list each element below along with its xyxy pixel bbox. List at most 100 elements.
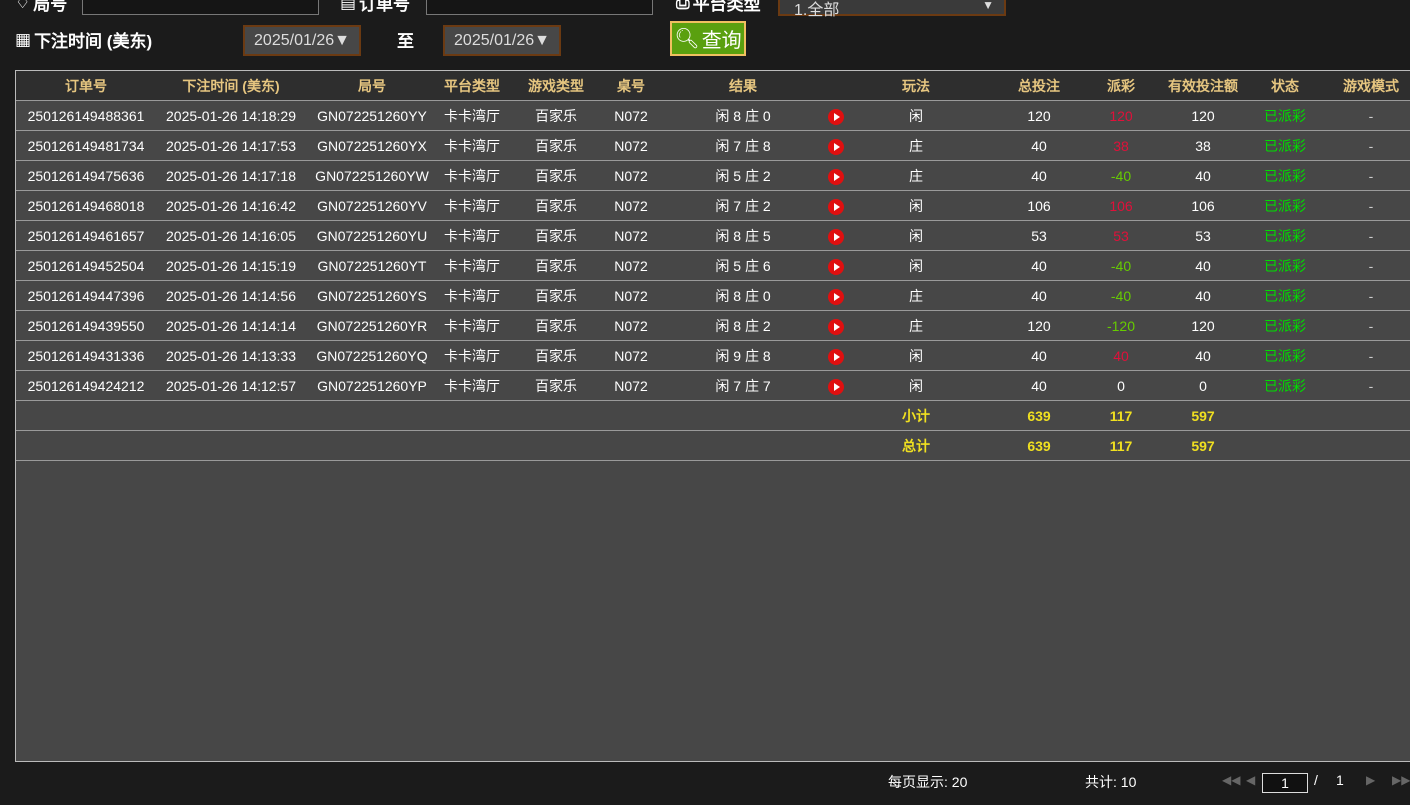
cell-order-no: 250126149488361 bbox=[27, 108, 145, 124]
cell-table-no: N072 bbox=[614, 378, 648, 394]
round-input[interactable] bbox=[82, 0, 319, 15]
cell-bet-type: 闲 bbox=[909, 258, 923, 274]
table-row: 250126149447396 2025-01-26 14:14:56 GN0722… bbox=[16, 281, 1410, 311]
table-row: 250126149481734 2025-01-26 14:17:53 GN0722… bbox=[16, 131, 1410, 161]
play-replay-icon[interactable] bbox=[828, 221, 844, 251]
cell-platform: 卡卡湾厅 bbox=[444, 318, 500, 334]
last-page-icon[interactable]: ▶▶ bbox=[1392, 773, 1410, 787]
cell-bet-time: 2025-01-26 14:14:56 bbox=[166, 288, 296, 304]
cell-bet-time: 2025-01-26 14:15:19 bbox=[166, 258, 296, 274]
cell-game-mode: - bbox=[1368, 378, 1374, 394]
cell-bet-type: 闲 bbox=[909, 348, 923, 364]
total-payout: 117 bbox=[1109, 438, 1133, 454]
table-row: 250126149468018 2025-01-26 14:16:42 GN0722… bbox=[16, 191, 1410, 221]
time-label: ▦ 下注时间 (美东) bbox=[15, 29, 153, 52]
table-row: 250126149475636 2025-01-26 14:17:18 GN0722… bbox=[16, 161, 1410, 191]
cell-status: 已派彩 bbox=[1264, 318, 1306, 334]
cell-result: 闲 8 庄 2 bbox=[715, 318, 771, 334]
cell-bet-type: 闲 bbox=[909, 228, 923, 244]
cell-bet-time: 2025-01-26 14:18:29 bbox=[166, 108, 296, 124]
next-page-icon[interactable]: ▶ bbox=[1366, 773, 1376, 787]
cell-game-type: 百家乐 bbox=[535, 228, 577, 244]
play-replay-icon[interactable] bbox=[828, 311, 844, 341]
cell-table-no: N072 bbox=[614, 168, 648, 184]
cell-payout: -40 bbox=[1110, 288, 1132, 304]
cell-payout: 38 bbox=[1113, 138, 1129, 154]
cell-round-no: GN072251260YV bbox=[317, 198, 427, 214]
header-table-no: 桌号 bbox=[617, 78, 645, 94]
cell-status: 已派彩 bbox=[1264, 288, 1306, 304]
cell-game-type: 百家乐 bbox=[535, 258, 577, 274]
cell-valid-bet: 40 bbox=[1195, 258, 1211, 274]
cell-valid-bet: 0 bbox=[1199, 378, 1207, 394]
play-replay-icon[interactable] bbox=[828, 101, 844, 131]
cell-valid-bet: 53 bbox=[1195, 228, 1211, 244]
platform-select[interactable]: 1.全部 ▼ bbox=[778, 0, 1006, 19]
total-row: 总计 639 117 597 bbox=[16, 431, 1410, 461]
header-game-mode: 游戏模式 bbox=[1343, 78, 1399, 94]
cell-payout: -40 bbox=[1110, 258, 1132, 274]
prev-page-icon[interactable]: ◀ bbox=[1246, 773, 1256, 787]
cell-round-no: GN072251260YR bbox=[316, 318, 428, 334]
play-replay-icon[interactable] bbox=[828, 191, 844, 221]
cell-status: 已派彩 bbox=[1264, 108, 1306, 124]
header-valid-bet: 有效投注额 bbox=[1168, 78, 1238, 94]
cell-total-bet: 40 bbox=[1031, 168, 1047, 184]
cell-order-no: 250126149447396 bbox=[27, 288, 145, 304]
cell-game-mode: - bbox=[1368, 228, 1374, 244]
cell-total-bet: 120 bbox=[1027, 108, 1051, 124]
play-replay-icon[interactable] bbox=[828, 161, 844, 191]
play-replay-icon[interactable] bbox=[828, 281, 844, 311]
cell-game-mode: - bbox=[1368, 318, 1374, 334]
cell-table-no: N072 bbox=[614, 318, 648, 334]
cell-platform: 卡卡湾厅 bbox=[444, 258, 500, 274]
cell-result: 闲 8 庄 5 bbox=[715, 228, 771, 244]
record-count: 共计: 10 bbox=[1085, 774, 1137, 790]
bet-records-table: 订单号 下注时间 (美东) 局号 平台类型 游戏类型 桌号 结果 玩法 总投注 派彩 有效投注额 状态… bbox=[15, 70, 1410, 762]
cell-order-no: 250126149439550 bbox=[27, 318, 145, 334]
cell-result: 闲 8 庄 0 bbox=[715, 288, 771, 304]
cell-bet-time: 2025-01-26 14:17:53 bbox=[166, 138, 296, 154]
cell-total-bet: 120 bbox=[1027, 318, 1051, 334]
play-replay-icon[interactable] bbox=[828, 371, 844, 401]
table-row: 250126149439550 2025-01-26 14:14:14 GN0722… bbox=[16, 311, 1410, 341]
first-page-icon[interactable]: ◀◀ bbox=[1222, 773, 1241, 787]
cell-platform: 卡卡湾厅 bbox=[444, 228, 500, 244]
page-separator: / bbox=[1314, 772, 1318, 788]
cell-status: 已派彩 bbox=[1264, 168, 1306, 184]
play-replay-icon[interactable] bbox=[828, 251, 844, 281]
table-row: 250126149488361 2025-01-26 14:18:29 GN0722… bbox=[16, 101, 1410, 131]
play-replay-icon[interactable] bbox=[828, 341, 844, 371]
calendar-icon: ▦ bbox=[15, 29, 32, 49]
cell-table-no: N072 bbox=[614, 138, 648, 154]
cell-platform: 卡卡湾厅 bbox=[444, 378, 500, 394]
to-label: 至 bbox=[397, 32, 414, 51]
cell-platform: 卡卡湾厅 bbox=[444, 348, 500, 364]
cell-bet-type: 庄 bbox=[909, 168, 923, 184]
query-button[interactable]: 🔍︎ 查询 bbox=[670, 21, 746, 56]
date-from-select[interactable]: 2025/01/26 ▼ bbox=[243, 25, 361, 56]
page-input[interactable] bbox=[1262, 773, 1308, 793]
order-input[interactable] bbox=[426, 0, 653, 15]
round-label: ♢ 局号 bbox=[15, 0, 67, 15]
subtotal-payout: 117 bbox=[1109, 408, 1133, 424]
cell-result: 闲 5 庄 2 bbox=[715, 168, 771, 184]
play-replay-icon[interactable] bbox=[828, 131, 844, 161]
cell-game-mode: - bbox=[1368, 288, 1374, 304]
header-bet-time: 下注时间 (美东) bbox=[182, 78, 280, 94]
cell-table-no: N072 bbox=[614, 348, 648, 364]
cell-round-no: GN072251260YP bbox=[317, 378, 427, 394]
cell-total-bet: 40 bbox=[1031, 288, 1047, 304]
cell-round-no: GN072251260YU bbox=[316, 228, 428, 244]
cell-status: 已派彩 bbox=[1264, 138, 1306, 154]
cell-game-type: 百家乐 bbox=[535, 378, 577, 394]
cell-total-bet: 106 bbox=[1027, 198, 1051, 214]
date-to-select[interactable]: 2025/01/26 ▼ bbox=[443, 25, 561, 56]
cell-game-type: 百家乐 bbox=[535, 108, 577, 124]
header-total-bet: 总投注 bbox=[1018, 78, 1060, 94]
platform-label: ⎙ 平台类型 bbox=[676, 0, 761, 15]
cell-payout: 120 bbox=[1109, 108, 1133, 124]
cell-valid-bet: 40 bbox=[1195, 288, 1211, 304]
subtotal-valid: 597 bbox=[1191, 408, 1215, 424]
cell-total-bet: 40 bbox=[1031, 258, 1047, 274]
